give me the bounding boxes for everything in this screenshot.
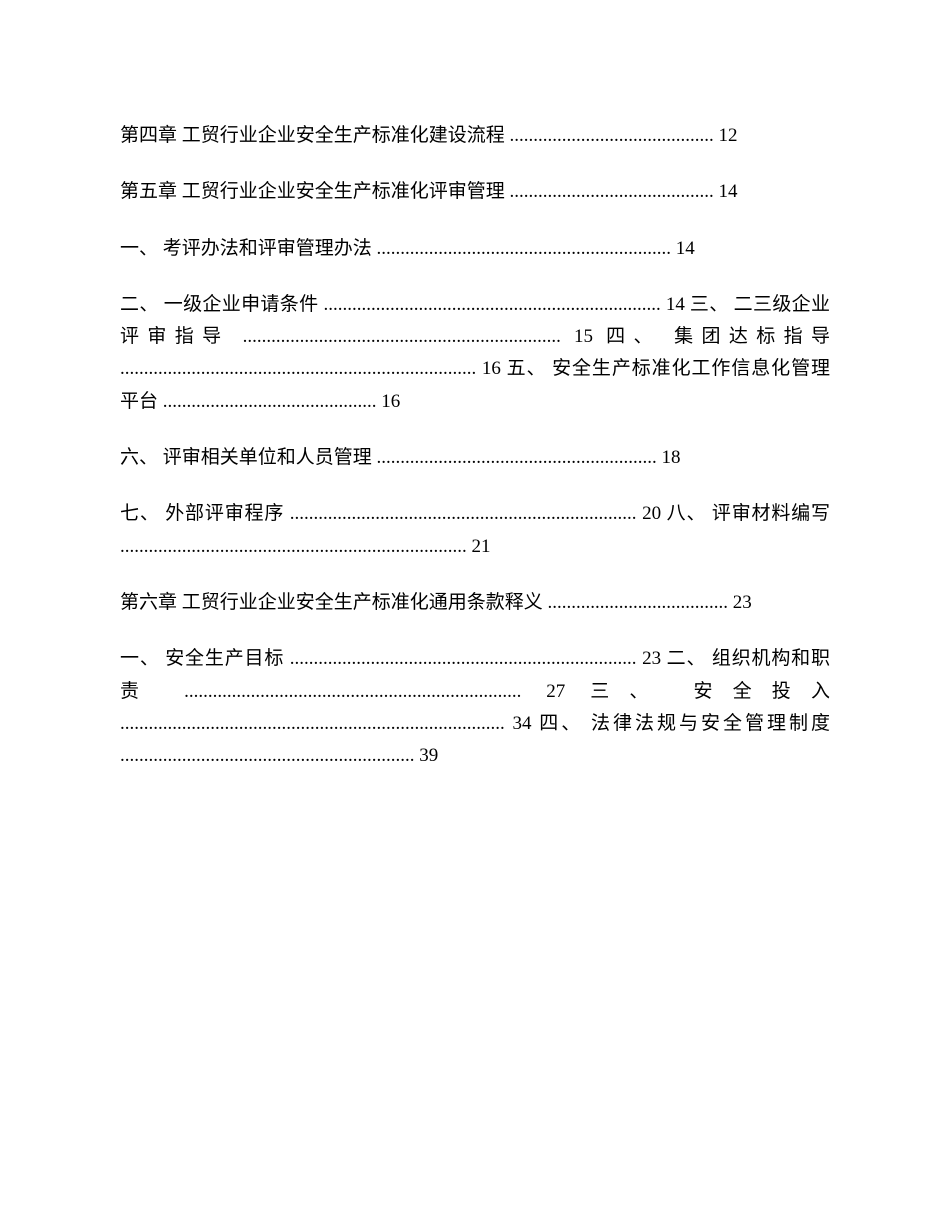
toc-entry: 二、 一级企业申请条件 ............................… bbox=[120, 289, 830, 418]
toc-entry: 第五章 工贸行业企业安全生产标准化评审管理 ..................… bbox=[120, 176, 830, 208]
toc-entry: 七、 外部评审程序 ..............................… bbox=[120, 498, 830, 563]
toc-entry: 一、 考评办法和评审管理办法 .........................… bbox=[120, 233, 830, 265]
toc-container: 第四章 工贸行业企业安全生产标准化建设流程 ..................… bbox=[120, 120, 830, 772]
toc-entry: 六、 评审相关单位和人员管理 .........................… bbox=[120, 442, 830, 474]
toc-entry: 一、 安全生产目标 ..............................… bbox=[120, 643, 830, 772]
toc-entry: 第六章 工贸行业企业安全生产标准化通用条款释义 ................… bbox=[120, 587, 830, 619]
toc-entry: 第四章 工贸行业企业安全生产标准化建设流程 ..................… bbox=[120, 120, 830, 152]
